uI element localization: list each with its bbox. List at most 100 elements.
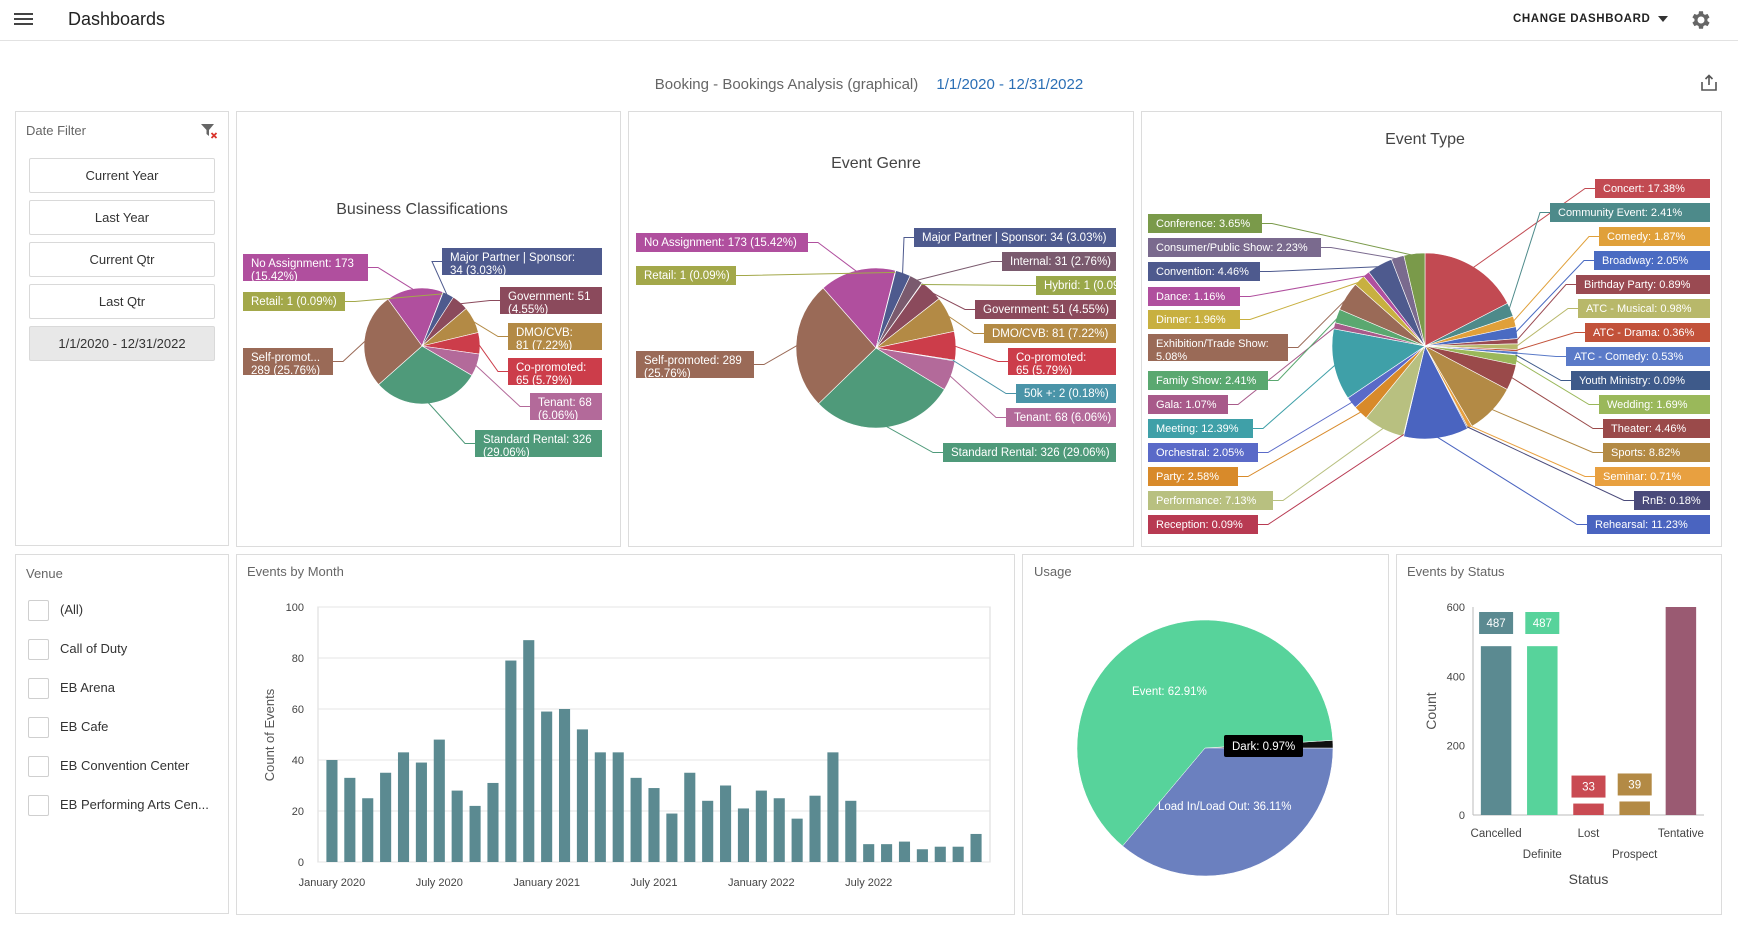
venue-item[interactable]: EB Performing Arts Cen... xyxy=(28,794,224,816)
venue-label: EB Performing Arts Cen... xyxy=(60,797,209,812)
venue-item[interactable]: EB Arena xyxy=(28,677,224,699)
clear-filter-icon[interactable] xyxy=(199,121,219,141)
date-filter-button[interactable]: Last Year xyxy=(29,200,215,235)
month-bar xyxy=(523,640,535,862)
month-bar xyxy=(720,785,732,862)
slice-label: Party: 2.58% xyxy=(1156,471,1219,483)
venue-label: EB Arena xyxy=(60,680,115,695)
month-bar xyxy=(451,790,463,862)
caret-down-icon xyxy=(1658,15,1669,22)
gear-icon[interactable] xyxy=(1688,8,1712,32)
callout-line xyxy=(929,291,975,310)
date-filter-button[interactable]: Current Qtr xyxy=(29,242,215,277)
slice-label: Performance: 7.13% xyxy=(1156,495,1256,507)
slice-label: Tenant: 68 xyxy=(538,397,592,409)
callout-box xyxy=(1148,443,1258,462)
callout-line xyxy=(1273,427,1385,501)
date-filter-panel: Date Filter Current Year Last Year Current… xyxy=(15,111,229,546)
status-bar xyxy=(1480,646,1512,815)
x-tick-label: Cancelled xyxy=(1471,828,1522,840)
x-tick-label: January 2020 xyxy=(299,877,366,889)
venue-item[interactable]: EB Convention Center xyxy=(28,755,224,777)
callout-line xyxy=(902,237,914,275)
x-axis-label: Status xyxy=(1569,871,1609,887)
slice-label: Retail: 1 (0.09%) xyxy=(644,270,730,282)
y-tick-label: 0 xyxy=(298,857,304,869)
callout-box xyxy=(636,351,754,378)
y-axis-label: Count of Events xyxy=(262,688,277,781)
share-icon[interactable] xyxy=(1700,74,1718,92)
pie-slice xyxy=(378,345,473,405)
callout-box xyxy=(1148,491,1273,510)
events-by-status-chart: Events by Status 0 200 400 600 Count 487 Cancel… xyxy=(1407,564,1704,887)
callout-line xyxy=(736,271,896,276)
slice-label: Reception: 0.09% xyxy=(1156,519,1243,531)
callout-box xyxy=(1587,515,1710,534)
callout-line xyxy=(1469,425,1595,477)
slice-label: Exhibition/Trade Show: xyxy=(1156,338,1269,350)
slice-label: Youth Ministry: 0.09% xyxy=(1579,375,1685,387)
venue-checkbox[interactable] xyxy=(28,795,49,816)
month-bar xyxy=(558,709,571,862)
callout-line xyxy=(884,425,943,453)
callout-line xyxy=(1435,435,1587,525)
callout-line xyxy=(915,261,1002,282)
venue-checkbox[interactable] xyxy=(28,756,49,777)
report-date-range[interactable]: 1/1/2020 - 12/31/2022 xyxy=(936,76,1084,93)
callout-box xyxy=(914,228,1116,247)
month-bar xyxy=(827,752,839,862)
venue-item[interactable]: (All) xyxy=(28,599,224,621)
slice-label: Hybrid: 1 (0.09%) xyxy=(1044,280,1134,292)
callout-box xyxy=(1576,275,1710,294)
callout-line xyxy=(1253,364,1337,429)
callout-box xyxy=(1148,262,1260,281)
slice-label: Birthday Party: 0.89% xyxy=(1584,279,1691,291)
pie-slice xyxy=(818,347,945,429)
top-bar: Dashboards CHANGE DASHBOARD xyxy=(0,0,1738,41)
status-bar xyxy=(1619,801,1650,815)
x-tick-label: January 2021 xyxy=(513,877,580,889)
venue-label: EB Convention Center xyxy=(60,758,190,773)
callout-box xyxy=(442,248,602,275)
callout-box xyxy=(975,300,1116,319)
callout-box xyxy=(500,287,602,314)
callout-line xyxy=(1238,411,1363,477)
callout-box xyxy=(1036,276,1116,295)
venue-item[interactable]: EB Cafe xyxy=(28,716,224,738)
slice-label: No Assignment: 173 (15.42%) xyxy=(644,237,797,249)
data-label: 487 xyxy=(1487,618,1506,630)
venue-item[interactable]: Call of Duty xyxy=(28,638,224,660)
date-filter-button[interactable]: Current Year xyxy=(29,158,215,193)
callout-box xyxy=(1571,371,1710,390)
callout-line xyxy=(948,374,1006,418)
slice-label: (29.06%) xyxy=(483,447,530,459)
callout-box xyxy=(1594,251,1710,270)
date-filter-button[interactable]: 1/1/2020 - 12/31/2022 xyxy=(29,326,215,361)
hamburger-menu-icon[interactable] xyxy=(12,10,36,30)
change-dashboard-button[interactable]: CHANGE DASHBOARD xyxy=(1513,13,1669,25)
y-tick-label: 80 xyxy=(292,653,304,665)
venue-checkbox[interactable] xyxy=(28,678,49,699)
month-bar xyxy=(666,813,678,862)
month-bar xyxy=(576,729,588,862)
month-bar xyxy=(344,777,356,862)
month-bar xyxy=(702,800,714,862)
callout-box xyxy=(1148,467,1238,486)
venue-title: Venue xyxy=(26,566,63,581)
chart-title: Event Type xyxy=(1385,131,1465,148)
chart-title: Usage xyxy=(1034,564,1072,579)
month-bar xyxy=(881,844,893,862)
date-filter-button[interactable]: Last Qtr xyxy=(29,284,215,319)
venue-checkbox[interactable] xyxy=(28,717,49,738)
venue-checkbox[interactable] xyxy=(28,639,49,660)
callout-box xyxy=(1603,443,1710,462)
slice-label: Standard Rental: 326 (29.06%) xyxy=(951,447,1110,459)
dark-callout-box xyxy=(1224,735,1303,757)
month-bar xyxy=(612,752,624,862)
callout-box xyxy=(1595,467,1710,486)
venue-checkbox[interactable] xyxy=(28,600,49,621)
callout-line xyxy=(1466,426,1634,501)
slice-label: Sports: 8.82% xyxy=(1611,447,1680,459)
callout-line xyxy=(1260,266,1381,272)
slice-label: Rehearsal: 11.23% xyxy=(1595,519,1688,531)
